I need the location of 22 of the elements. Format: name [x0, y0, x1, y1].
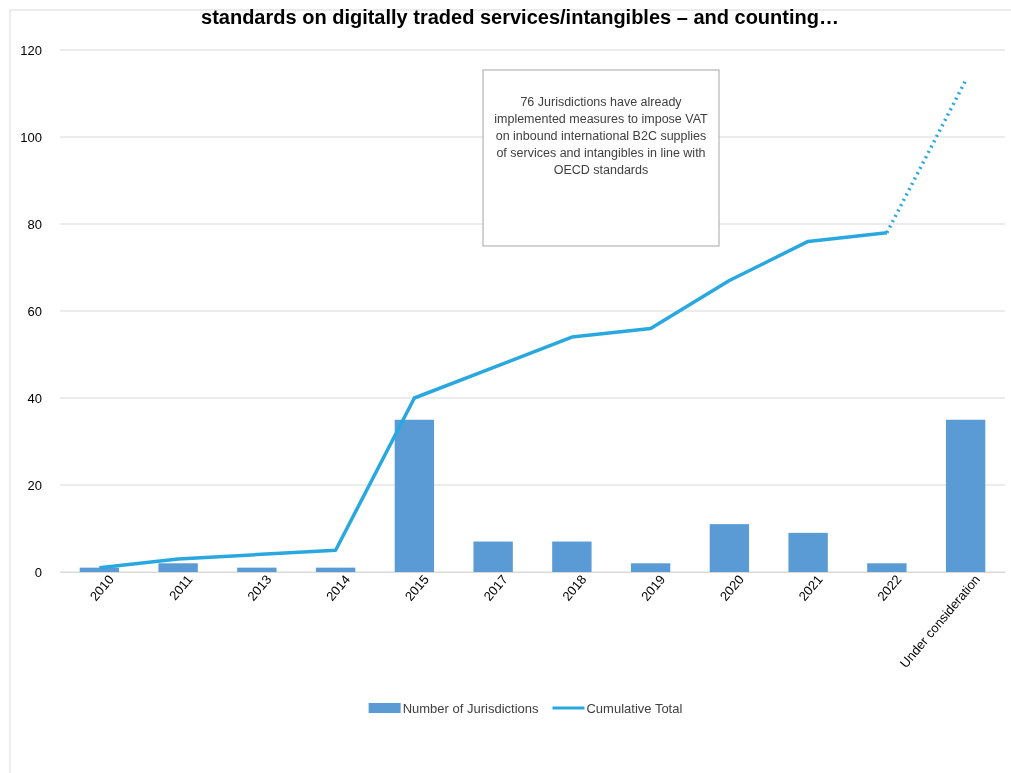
- bar: [237, 567, 277, 572]
- legend-label: Cumulative Total: [586, 700, 683, 716]
- y-tick-label: 100: [20, 129, 42, 145]
- legend-label: Number of Jurisdictions: [402, 700, 539, 716]
- y-tick-label: 60: [27, 303, 42, 319]
- bar: [630, 563, 671, 572]
- bar: [552, 541, 592, 572]
- bar: [788, 532, 828, 572]
- y-tick-label: 120: [20, 42, 42, 58]
- y-tick-label: 80: [27, 216, 42, 232]
- y-tick-label: 40: [27, 390, 42, 406]
- annotation: 76 Jurisdictions have already implemented measures to impose VAT on inbound international B2C supplies of services and intangibles in line with OECD standards: [493, 94, 709, 179]
- chart-title: standards on digitally traded services/intangibles – and counting…: [201, 6, 839, 28]
- bar: [709, 524, 750, 572]
- bar: [473, 541, 513, 572]
- bar: [945, 419, 986, 572]
- bar: [867, 563, 907, 572]
- bar: [315, 567, 356, 572]
- y-tick-label: 20: [27, 477, 42, 493]
- bar: [394, 419, 435, 572]
- y-tick-label: 0: [34, 564, 42, 580]
- bar: [158, 563, 198, 572]
